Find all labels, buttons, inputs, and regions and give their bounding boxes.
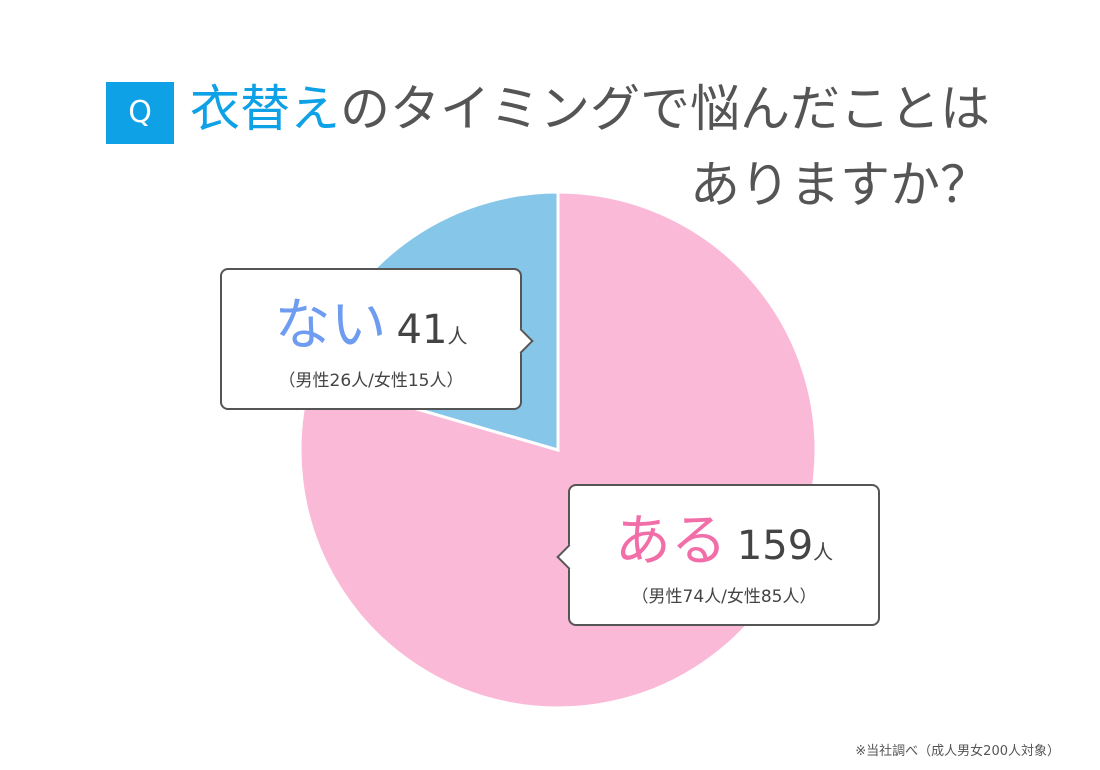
label-row-nai: ない 41人 xyxy=(222,294,520,358)
detail-label-nai: （男性26人/女性15人） xyxy=(278,371,464,391)
value-label-nai: 41 xyxy=(396,307,448,353)
callout-aru: ある 159人 （男性74人/女性85人） xyxy=(556,484,880,626)
title-highlight: 衣替え xyxy=(190,80,340,138)
data-label-nai: ない xyxy=(274,293,387,358)
data-label-aru: ある xyxy=(614,509,727,574)
question-badge: Q xyxy=(106,82,174,144)
footnote: ※当社調べ（成人男女200人対象） xyxy=(855,744,1060,759)
label-row-aru: ある 159人 xyxy=(570,510,878,574)
value-label-aru: 159 xyxy=(736,523,814,569)
chart-title: 衣替えのタイミングで悩んだことは xyxy=(190,74,990,144)
callout-nai: ない 41人 （男性26人/女性15人） xyxy=(220,268,534,410)
chart-title-line2: ありますか？ xyxy=(690,156,990,214)
detail-label-aru: （男性74人/女性85人） xyxy=(631,587,817,607)
title-rest: のタイミングで悩んだことは xyxy=(340,80,990,138)
unit-label-aru: 人 xyxy=(813,540,834,564)
unit-label-nai: 人 xyxy=(447,324,468,348)
